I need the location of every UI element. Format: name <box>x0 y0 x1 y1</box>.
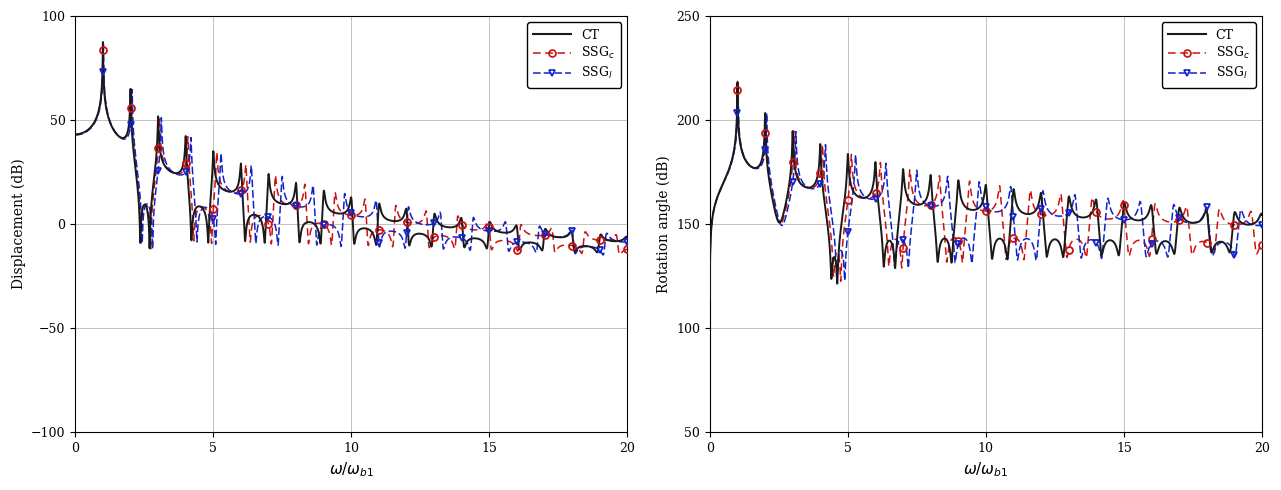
X-axis label: $\omega/\omega_{b1}$: $\omega/\omega_{b1}$ <box>963 460 1008 479</box>
Y-axis label: Displacement (dB): Displacement (dB) <box>12 159 26 290</box>
Y-axis label: Rotation angle (dB): Rotation angle (dB) <box>656 155 670 293</box>
X-axis label: $\omega/\omega_{b1}$: $\omega/\omega_{b1}$ <box>329 460 374 479</box>
Legend: CT, SSG$_c$, SSG$_l$: CT, SSG$_c$, SSG$_l$ <box>528 23 621 88</box>
Legend: CT, SSG$_c$, SSG$_l$: CT, SSG$_c$, SSG$_l$ <box>1162 23 1255 88</box>
